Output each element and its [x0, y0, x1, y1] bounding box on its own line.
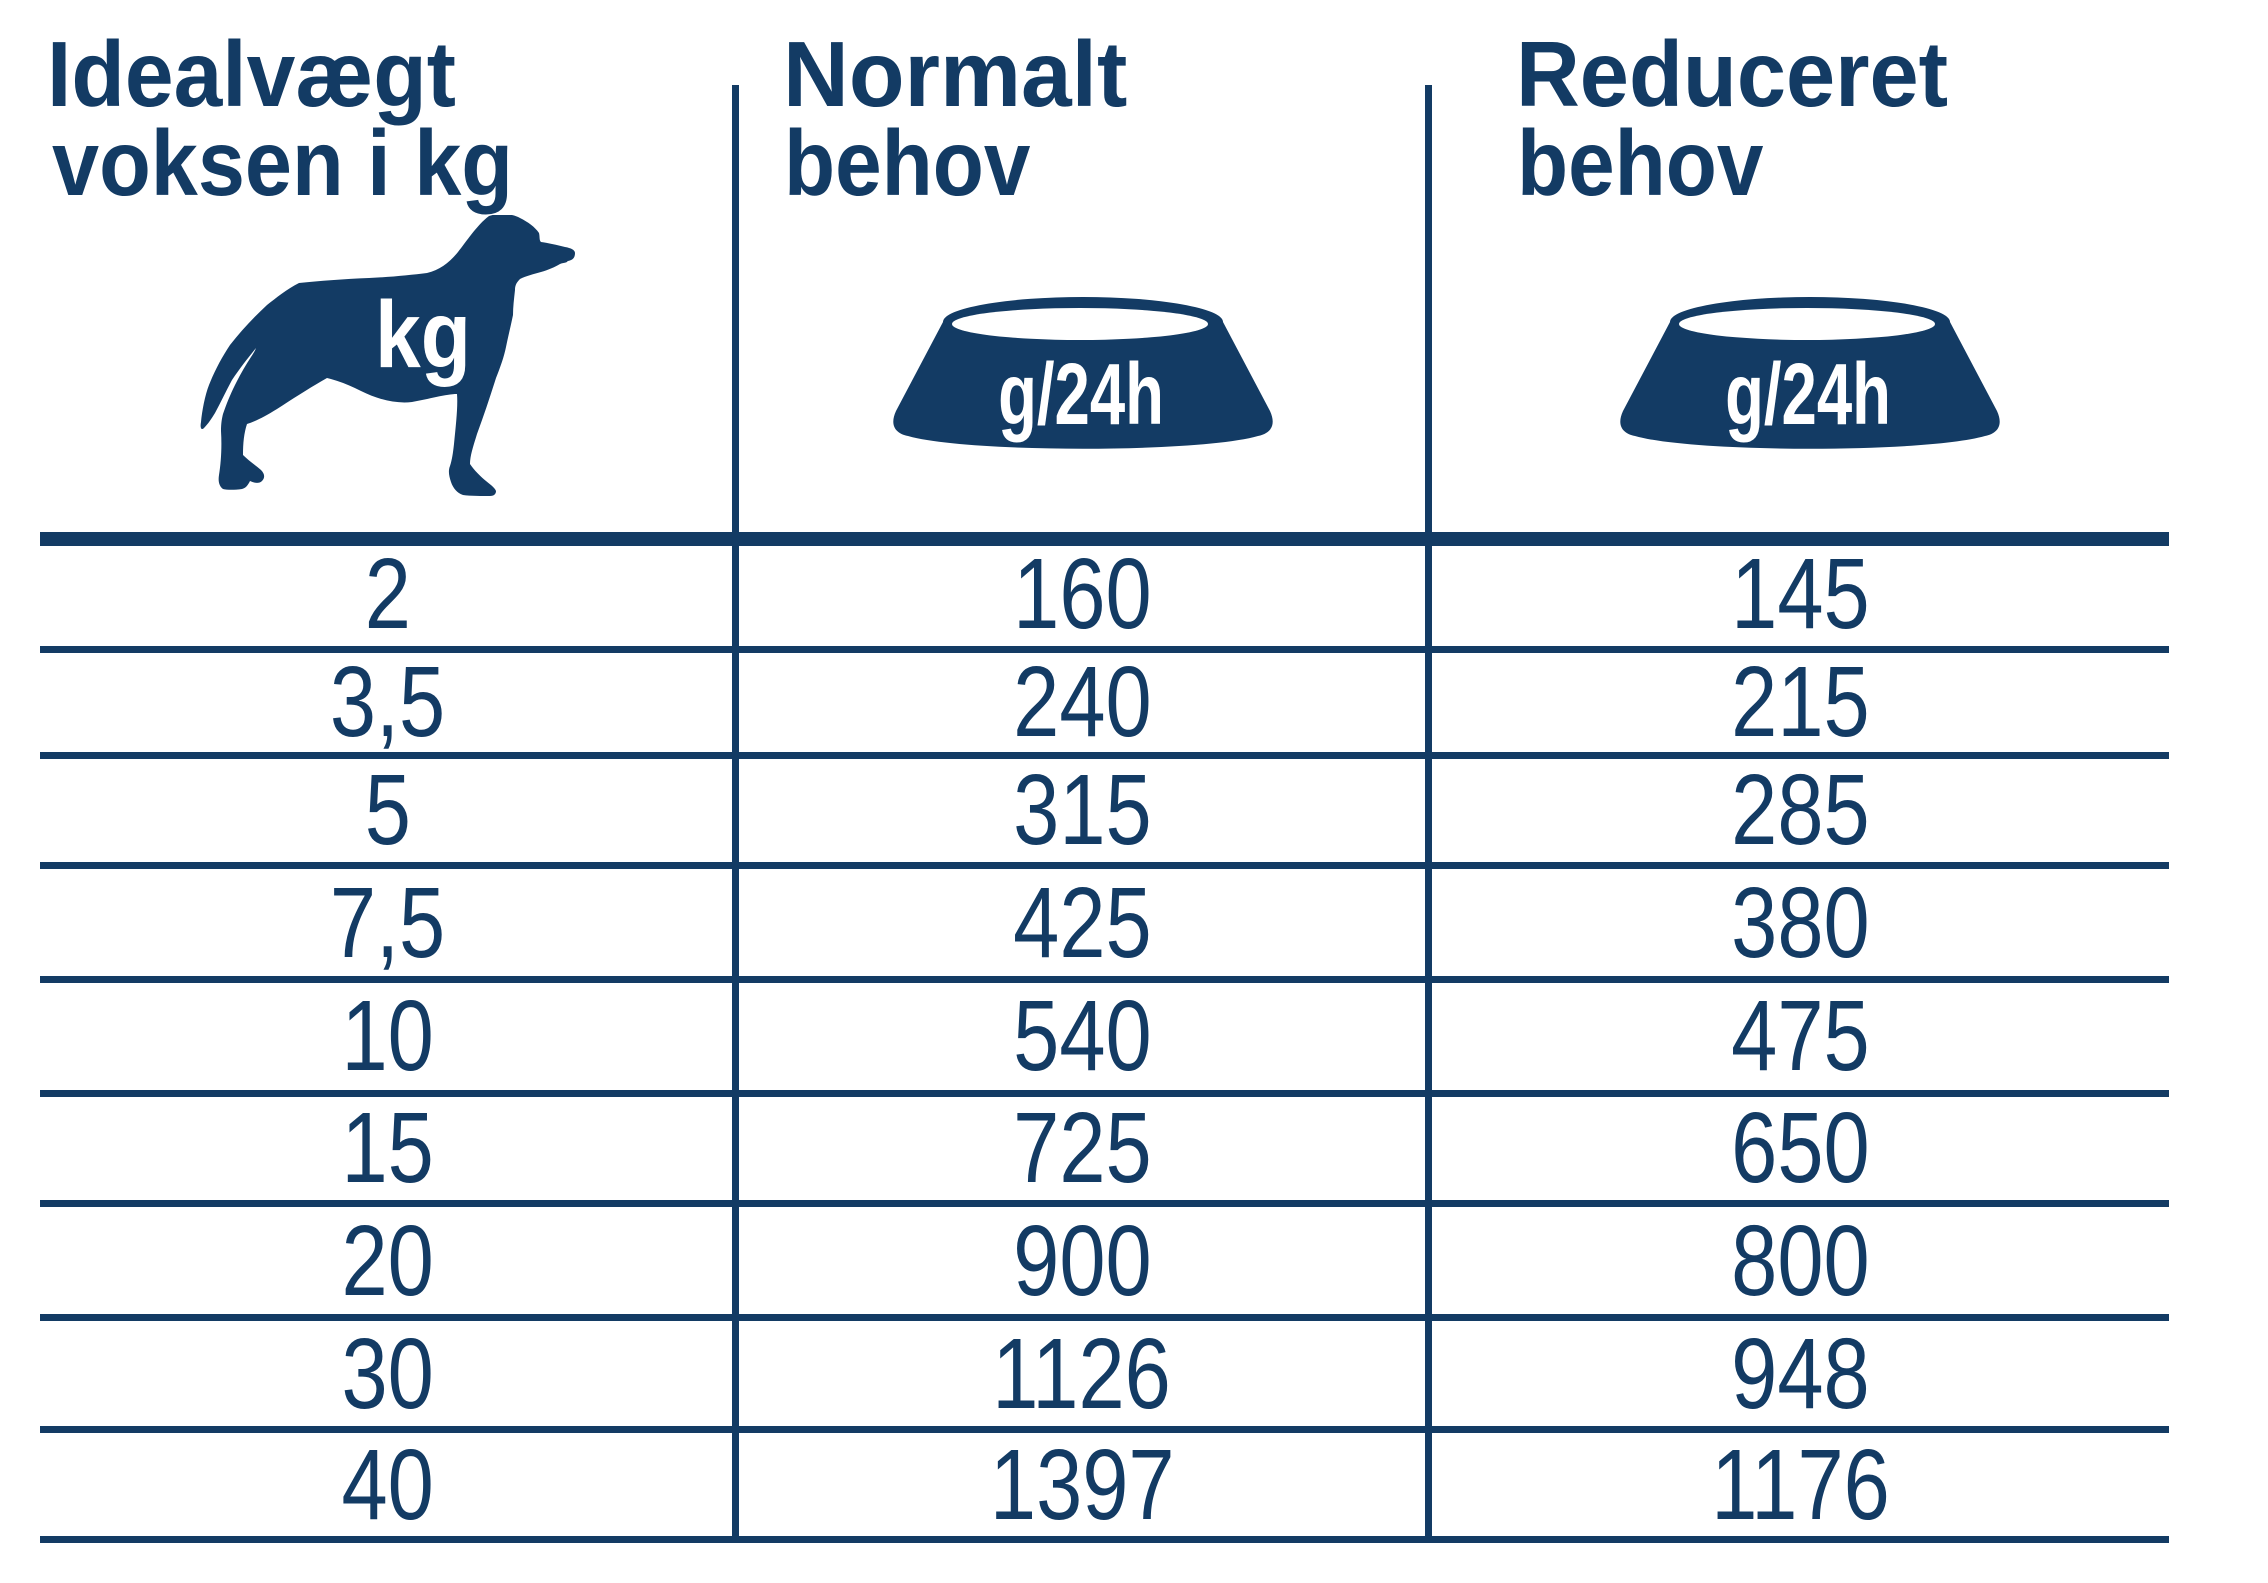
svg-text:kg: kg — [375, 281, 471, 387]
svg-text:g/24h: g/24h — [998, 346, 1164, 443]
svg-text:g/24h: g/24h — [1725, 346, 1891, 443]
